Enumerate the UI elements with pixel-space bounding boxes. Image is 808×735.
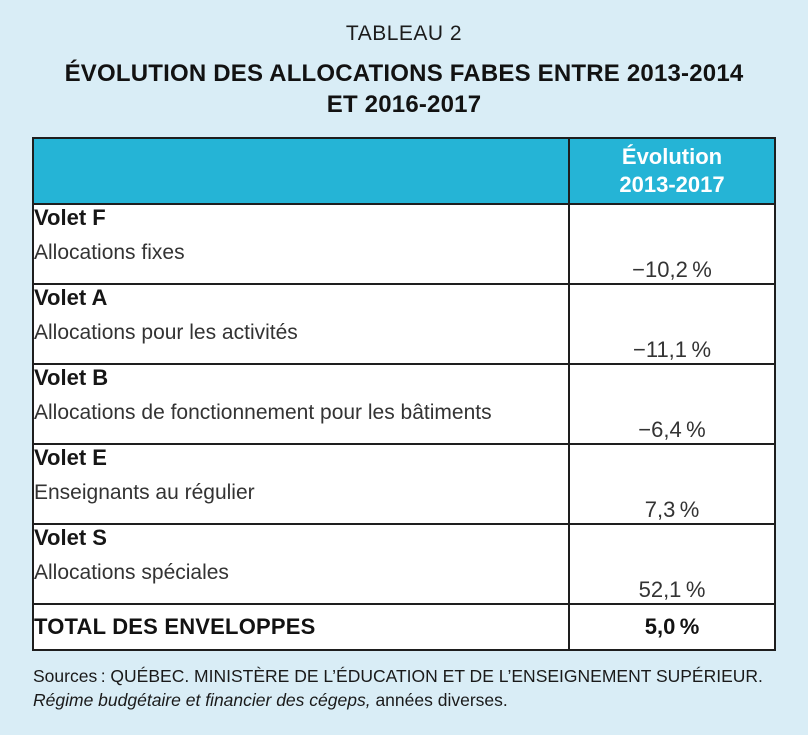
page-title-line2: ET 2016-2017 [326,91,482,118]
row-volet-a-left: Volet A Allocations pour les activités [32,283,570,365]
table-row-total: TOTAL DES ENVELOPPES 5,0 % [32,603,776,651]
row-volet-e-left: Volet E Enseignants au régulier [32,443,570,525]
row-description: Enseignants au régulier [34,481,255,504]
header-evolution-line1: Évolution [621,144,723,169]
row-volet-e-value: 7,3 % [568,443,776,525]
table-header-row: Évolution 2013-2017 [32,137,776,205]
fabes-table: Évolution 2013-2017 Volet F Allocations … [32,137,776,651]
table-row-volet-f: Volet F Allocations fixes −10,2 % [32,203,776,285]
sources-note: Sources : QUÉBEC. MINISTÈRE DE L’ÉDUCATI… [33,664,775,712]
page-title: ÉVOLUTION DES ALLOCATIONS FABES ENTRE 20… [0,58,808,120]
row-volet-s-left: Volet S Allocations spéciales [32,523,570,605]
row-description: Allocations fixes [34,241,185,264]
row-label: Volet B [34,365,109,390]
sources-suffix: années diverses. [370,690,508,710]
header-evolution-line2: 2013-2017 [619,172,725,197]
page-title-line1: ÉVOLUTION DES ALLOCATIONS FABES ENTRE 20… [64,60,744,87]
total-label: TOTAL DES ENVELOPPES [32,603,570,651]
sources-line1: Sources : QUÉBEC. MINISTÈRE DE L’ÉDUCATI… [33,666,763,686]
row-description: Allocations pour les activités [34,321,298,344]
row-volet-f-left: Volet F Allocations fixes [32,203,570,285]
header-cell-empty [32,137,570,205]
row-volet-b-left: Volet B Allocations de fonctionnement po… [32,363,570,445]
table-row-volet-b: Volet B Allocations de fonctionnement po… [32,363,776,445]
header-cell-evolution: Évolution 2013-2017 [568,137,776,205]
row-label: Volet E [34,445,107,470]
table-row-volet-s: Volet S Allocations spéciales 52,1 % [32,523,776,605]
row-volet-a-value: −11,1 % [568,283,776,365]
total-value: 5,0 % [568,603,776,651]
row-label: Volet A [34,285,108,310]
row-volet-f-value: −10,2 % [568,203,776,285]
row-volet-b-value: −6,4 % [568,363,776,445]
row-description: Allocations spéciales [34,561,229,584]
row-volet-s-value: 52,1 % [568,523,776,605]
row-label: Volet S [34,525,107,550]
row-description: Allocations de fonctionnement pour les b… [34,401,492,424]
sources-work-title: Régime budgétaire et financier des cégep… [33,690,371,710]
table-kicker: TABLEAU 2 [345,22,463,45]
table-row-volet-e: Volet E Enseignants au régulier 7,3 % [32,443,776,525]
row-label: Volet F [34,205,106,230]
table-row-volet-a: Volet A Allocations pour les activités −… [32,283,776,365]
